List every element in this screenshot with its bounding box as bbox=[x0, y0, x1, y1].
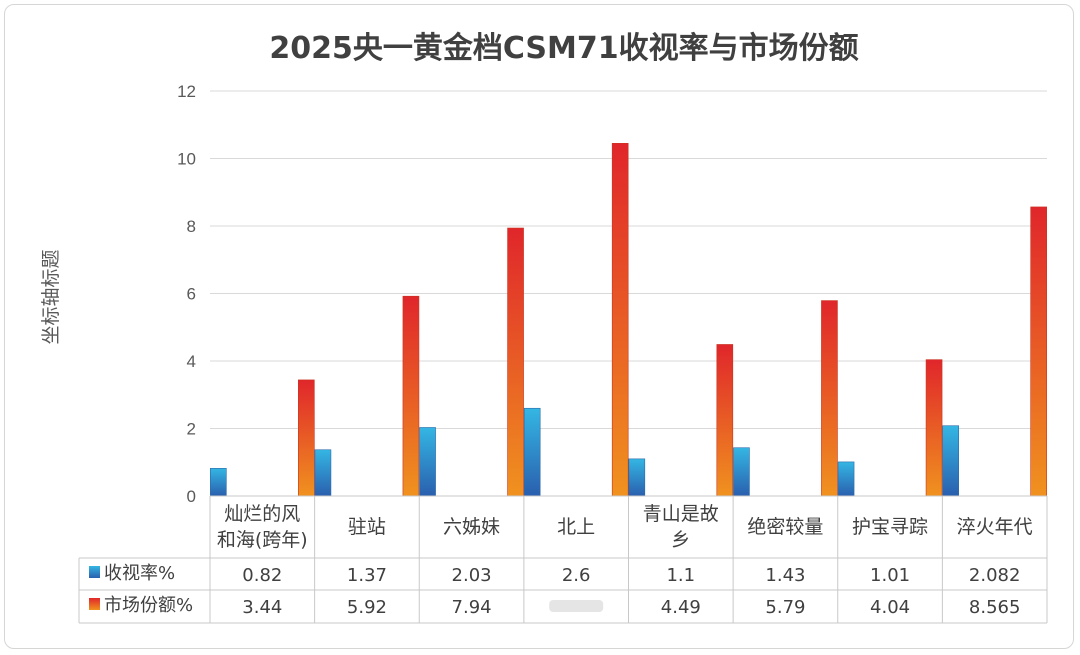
bar-market-share bbox=[1030, 206, 1047, 497]
chart-frame: 2025央一黄金档CSM71收视率与市场份额 坐标轴标题 0 2 4 6 8 10 12 灿… bbox=[4, 4, 1074, 649]
bar-market-share bbox=[925, 359, 943, 497]
table-cell-value: 1.37 bbox=[347, 565, 387, 586]
bar-rating bbox=[837, 461, 855, 497]
table-cell-value: 5.79 bbox=[765, 597, 805, 618]
category-label: 北上 bbox=[557, 516, 595, 538]
table-cell-value: 8.565 bbox=[969, 597, 1021, 618]
bar-rating bbox=[628, 458, 646, 497]
gridlines bbox=[210, 90, 1047, 497]
category-label: 青山是故乡 bbox=[643, 503, 719, 551]
table-cell-value: 1.43 bbox=[765, 565, 805, 586]
bar-rating bbox=[314, 449, 332, 497]
table-cell-value: 2.03 bbox=[452, 565, 492, 586]
bar-market-share bbox=[611, 143, 629, 497]
bar-rating bbox=[942, 425, 959, 497]
table-cell-value: 1.1 bbox=[666, 565, 695, 586]
category-label-line: 和海(跨年) bbox=[217, 529, 308, 551]
table-cell-value: 7.94 bbox=[452, 597, 492, 618]
bar-rating bbox=[419, 427, 436, 497]
table-cell-value: 4.04 bbox=[870, 597, 910, 618]
category-label: 六姊妹 bbox=[443, 516, 500, 538]
table-cell-value: 4.49 bbox=[661, 597, 701, 618]
redacted-cell bbox=[549, 600, 604, 612]
table-cell-value: 2.082 bbox=[969, 565, 1021, 586]
category-label-line: 乡 bbox=[671, 529, 690, 551]
category-label-line: 驻站 bbox=[348, 516, 386, 538]
bar-market-share bbox=[402, 295, 420, 497]
chart-svg: 2025央一黄金档CSM71收视率与市场份额 坐标轴标题 0 2 4 6 8 10 12 灿… bbox=[40, 31, 1048, 624]
row-label-rating: 收视率% bbox=[104, 563, 175, 584]
bar-market-share bbox=[507, 227, 524, 497]
category-label-line: 淬火年代 bbox=[957, 516, 1033, 538]
bar-market-share bbox=[821, 300, 838, 497]
table-cell-value: 5.92 bbox=[347, 597, 387, 618]
y-tick-label: 4 bbox=[187, 352, 196, 371]
category-label-line: 青山是故 bbox=[643, 503, 719, 525]
table-cell-value: 1.01 bbox=[870, 565, 910, 586]
chart-title: 2025央一黄金档CSM71收视率与市场份额 bbox=[269, 31, 858, 66]
table-cell-value: 0.82 bbox=[242, 565, 282, 586]
y-tick-label: 8 bbox=[187, 217, 196, 236]
bar-market-share bbox=[298, 379, 315, 497]
category-label-line: 灿烂的风 bbox=[224, 503, 300, 525]
bar-rating bbox=[210, 468, 227, 497]
category-label: 护宝寻踪 bbox=[852, 516, 928, 538]
y-tick-label: 6 bbox=[187, 285, 196, 304]
bar-rating bbox=[523, 407, 541, 497]
category-label: 淬火年代 bbox=[957, 516, 1033, 538]
bar-market-share bbox=[716, 344, 734, 497]
category-label: 驻站 bbox=[348, 516, 386, 538]
category-label-line: 绝密较量 bbox=[747, 516, 823, 538]
category-label: 绝密较量 bbox=[747, 516, 823, 538]
legend-key-rating bbox=[89, 566, 100, 578]
category-label-line: 北上 bbox=[557, 516, 595, 538]
y-tick-label: 12 bbox=[177, 82, 196, 101]
legend-key-market-share bbox=[89, 598, 100, 610]
y-tick-labels: 0 2 4 6 8 10 12 bbox=[177, 82, 196, 506]
table-cell-value: 2.6 bbox=[562, 565, 591, 586]
category-label-line: 六姊妹 bbox=[443, 516, 500, 538]
y-axis-label: 坐标轴标题 bbox=[40, 249, 62, 344]
category-label-line: 护宝寻踪 bbox=[852, 516, 928, 538]
table-cell-value: 3.44 bbox=[242, 597, 282, 618]
y-tick-label: 10 bbox=[177, 150, 196, 169]
bars bbox=[210, 143, 1047, 497]
bar-rating bbox=[733, 447, 750, 497]
y-tick-label: 2 bbox=[187, 420, 196, 439]
row-label-market-share: 市场份额% bbox=[104, 595, 193, 616]
y-tick-label: 0 bbox=[187, 487, 196, 506]
category-label: 灿烂的风和海(跨年) bbox=[217, 503, 308, 551]
